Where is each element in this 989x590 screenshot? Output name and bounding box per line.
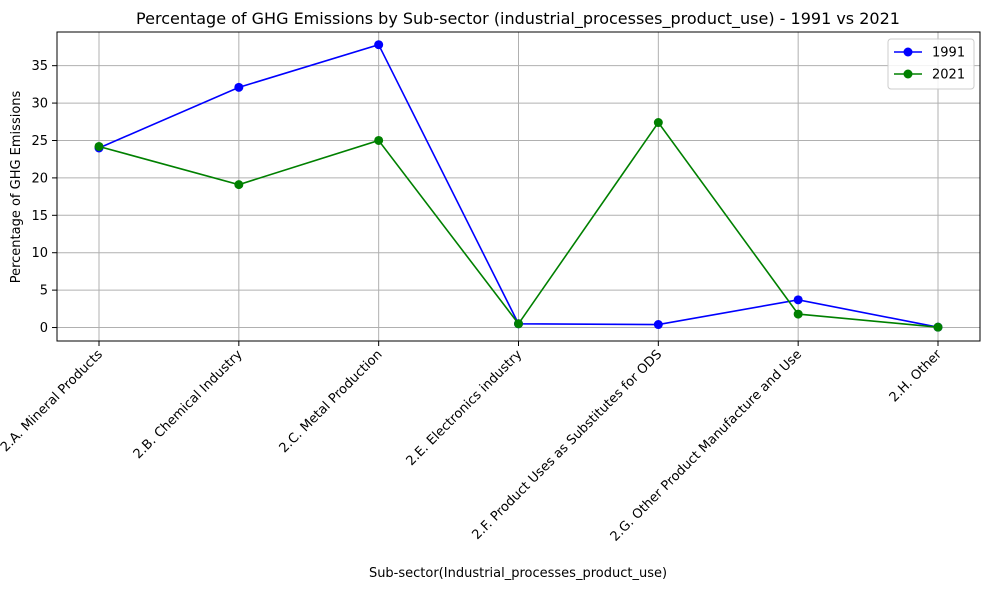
data-point (94, 141, 104, 151)
x-tick-label: 2.E. Electronics industry (404, 347, 526, 469)
x-tick-label: 2.A. Mineral Products (0, 347, 106, 455)
y-tick-label: 30 (31, 97, 48, 112)
data-point (793, 295, 803, 305)
grid (57, 32, 980, 341)
data-point (514, 319, 523, 329)
legend-item: 2021 (894, 68, 965, 83)
data-point (653, 118, 663, 128)
data-point (234, 180, 244, 190)
y-tick-label: 10 (31, 246, 48, 261)
data-point (653, 320, 663, 330)
data-point (374, 135, 384, 145)
data-point (374, 40, 384, 50)
data-point (933, 322, 943, 332)
legend: 1991 2021 (887, 38, 975, 90)
y-tick-label: 25 (31, 134, 48, 149)
y-tick-label: 15 (31, 209, 48, 224)
y-tick-label: 0 (40, 321, 48, 336)
y-axis: 0 5 10 15 20 25 30 35 (31, 59, 57, 336)
series-layer (94, 40, 943, 332)
x-tick-label: 2.C. Metal Production (277, 347, 386, 456)
legend-label: 1991 (932, 46, 965, 61)
x-axis: 2.A. Mineral Products 2.B. Chemical Indus… (0, 341, 945, 545)
legend-marker (903, 47, 913, 57)
x-tick-label: 2.B. Chemical Industry (131, 347, 246, 462)
legend-marker (903, 69, 913, 79)
legend-label: 2021 (932, 68, 965, 83)
series-2021 (94, 118, 943, 332)
y-axis-label: Percentage of GHG Emissions (9, 90, 24, 283)
y-tick-label: 35 (31, 59, 48, 74)
x-axis-label: Sub-sector(Industrial_processes_product_… (369, 566, 667, 581)
data-point (793, 309, 803, 319)
chart-title: Percentage of GHG Emissions by Sub-secto… (136, 9, 900, 29)
y-tick-label: 5 (40, 284, 48, 299)
data-point (234, 82, 244, 92)
x-tick-label: 2.H. Other (887, 347, 946, 406)
y-tick-label: 20 (31, 171, 48, 186)
legend-item: 1991 (894, 46, 965, 61)
